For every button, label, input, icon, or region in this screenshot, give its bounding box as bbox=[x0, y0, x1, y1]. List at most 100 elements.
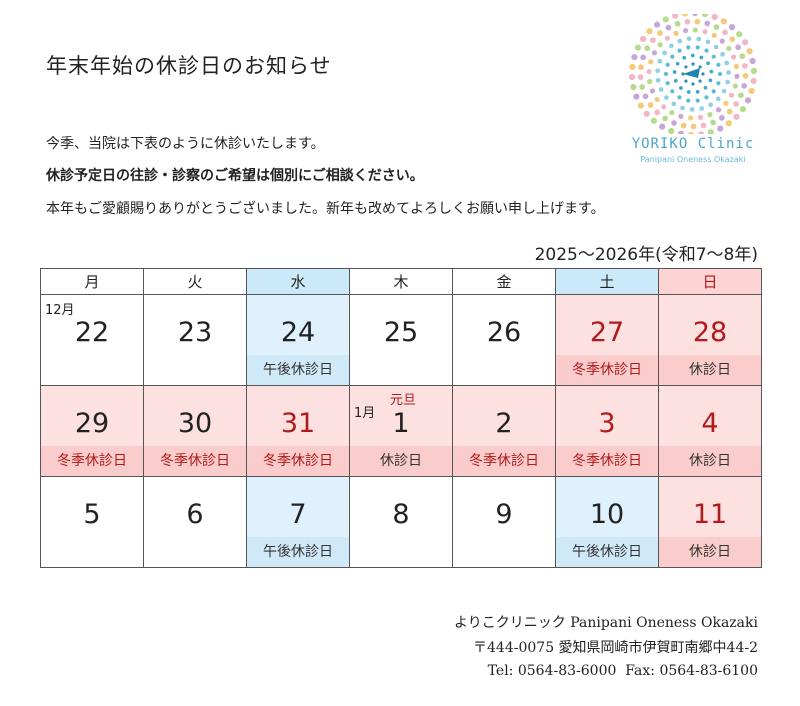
logo-dot bbox=[742, 63, 748, 69]
closure-note: 冬季休診日 bbox=[247, 446, 349, 476]
intro-line: 本年もご愛顧賜りありがとうございました。新年も改めてよろしくお願い申し上げます。 bbox=[46, 201, 605, 217]
logo-dot bbox=[717, 71, 723, 77]
logo-dot bbox=[738, 92, 744, 99]
logo-dot bbox=[708, 78, 713, 83]
logo-dot bbox=[639, 35, 647, 43]
day-number: 9 bbox=[495, 499, 513, 530]
logo-dot bbox=[704, 95, 709, 100]
logo-dot bbox=[696, 36, 702, 42]
logo-dot bbox=[655, 77, 661, 83]
logo-dot bbox=[681, 10, 689, 17]
logo-dot bbox=[654, 96, 660, 103]
logo-dot bbox=[668, 43, 674, 49]
logo-dot bbox=[669, 109, 675, 116]
calendar-day-cell: 23 bbox=[143, 294, 247, 386]
day-number: 1 bbox=[392, 408, 410, 439]
logo-dot bbox=[711, 54, 716, 59]
logo-dot bbox=[661, 104, 667, 110]
day-number: 11 bbox=[692, 499, 728, 530]
logo-dot bbox=[673, 30, 679, 36]
logo-dot bbox=[701, 11, 709, 18]
weekday-header: 火 bbox=[143, 268, 247, 295]
closure-note: 冬季休診日 bbox=[556, 355, 658, 385]
logo-dot bbox=[677, 38, 683, 44]
logo-dot bbox=[711, 13, 718, 21]
logo-dot bbox=[654, 21, 661, 28]
year-label: 2025～2026年(令和7～8年) bbox=[534, 245, 758, 265]
logo-dot bbox=[637, 102, 644, 109]
logo-dot bbox=[715, 107, 722, 113]
logo-dot bbox=[691, 82, 695, 86]
logo-dot bbox=[707, 129, 714, 136]
closure-note: 休診日 bbox=[659, 446, 761, 476]
logo-dot bbox=[723, 100, 729, 106]
calendar-day-cell: 25 bbox=[349, 294, 453, 386]
logo-dot bbox=[657, 42, 663, 48]
closure-note: 休診日 bbox=[659, 537, 761, 567]
calendar-day-cell: 28 休診日 bbox=[658, 294, 762, 386]
logo-dot bbox=[684, 65, 688, 69]
logo-dot bbox=[644, 45, 651, 52]
day-number: 5 bbox=[83, 499, 101, 530]
month-label: 12月 bbox=[45, 303, 75, 318]
day-number: 4 bbox=[701, 408, 719, 439]
logo-dot bbox=[694, 18, 701, 25]
logo-dot bbox=[713, 24, 720, 30]
logo-dot bbox=[659, 123, 666, 130]
clinic-logo: YORIKO Clinic Panipani Oneness Okazaki bbox=[628, 9, 758, 164]
day-number: 22 bbox=[74, 317, 110, 348]
logo-dot bbox=[677, 95, 682, 100]
calendar-day-cell: 29 冬季休診日 bbox=[40, 385, 144, 477]
weekday-header-row: 月火水木金土日 bbox=[40, 268, 762, 295]
holiday-calendar: 月火水木金土日 12月 22 23 24 午後休診日 25 26 27 冬季休診日 28 休診日 29… bbox=[40, 268, 762, 568]
logo-dot bbox=[710, 119, 716, 126]
calendar-day-cell: 27 冬季休診日 bbox=[555, 294, 659, 386]
logo-dot bbox=[647, 102, 654, 108]
weekday-header: 月 bbox=[40, 268, 144, 295]
logo-dot bbox=[682, 28, 689, 34]
day-number: 24 bbox=[280, 317, 316, 348]
day-number: 6 bbox=[186, 499, 204, 530]
logo-dot bbox=[698, 79, 702, 83]
page-title: 年末年始の休診日のお知らせ bbox=[46, 54, 332, 78]
logo-dot bbox=[749, 57, 756, 65]
closure-note: 冬季休診日 bbox=[453, 446, 555, 476]
closure-note: 冬季休診日 bbox=[556, 446, 658, 476]
logo-dot bbox=[706, 61, 710, 66]
day-number: 10 bbox=[589, 499, 625, 530]
day-number: 28 bbox=[692, 317, 728, 348]
logo-dot bbox=[731, 54, 737, 60]
logo-dot bbox=[639, 84, 645, 90]
logo-dot bbox=[739, 105, 747, 113]
logo-dot bbox=[670, 89, 675, 94]
logo-dot bbox=[658, 87, 664, 92]
weekday-header: 木 bbox=[349, 268, 453, 295]
logo-dot bbox=[692, 27, 698, 33]
logo-dot bbox=[750, 77, 757, 85]
logo-dot bbox=[662, 16, 669, 23]
logo-dot bbox=[715, 96, 721, 102]
calendar-day-cell: 5 bbox=[40, 476, 144, 568]
logo-dot bbox=[728, 92, 735, 98]
logo-dot bbox=[726, 45, 732, 52]
weekday-header: 金 bbox=[452, 268, 556, 295]
day-number: 8 bbox=[392, 499, 410, 530]
logo-dot bbox=[717, 125, 724, 132]
logo-dot bbox=[733, 63, 739, 70]
logo-dot bbox=[650, 37, 656, 43]
logo-dot bbox=[679, 86, 683, 90]
closure-note: 休診日 bbox=[350, 446, 452, 476]
logo-dot bbox=[716, 81, 721, 86]
logo-dot bbox=[678, 113, 684, 119]
logo-dot bbox=[701, 72, 705, 76]
logo-dot bbox=[732, 83, 738, 89]
logo-dot bbox=[704, 20, 711, 27]
logo-dot bbox=[703, 85, 708, 90]
closure-note: 冬季休診日 bbox=[144, 446, 246, 476]
logo-dot bbox=[671, 101, 677, 107]
logo-dot bbox=[734, 73, 740, 79]
logo-dot bbox=[725, 79, 730, 85]
logo-dot bbox=[726, 108, 733, 115]
logo-dot bbox=[728, 24, 736, 31]
closure-note: 午後休診日 bbox=[556, 537, 658, 567]
